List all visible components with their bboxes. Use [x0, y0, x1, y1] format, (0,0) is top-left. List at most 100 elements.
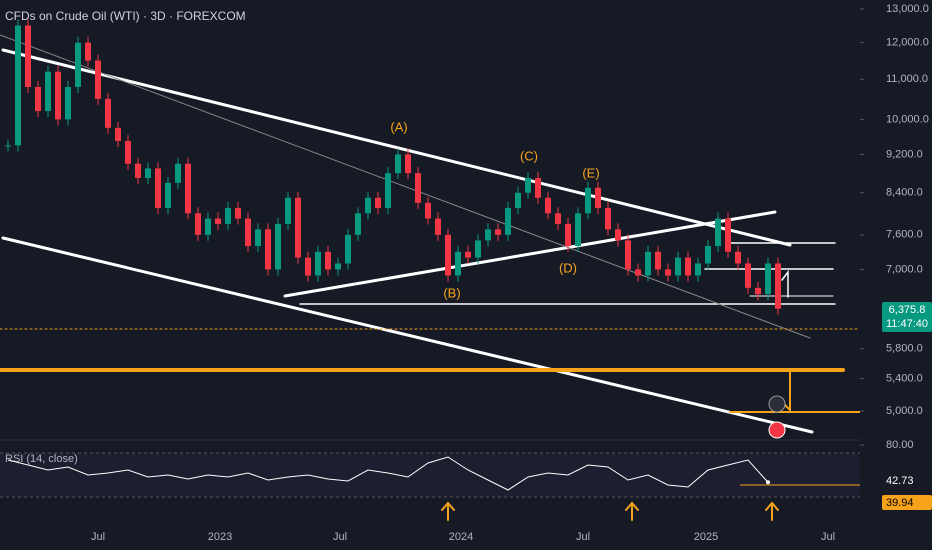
candle [585, 187, 591, 214]
rsi-band [0, 453, 860, 497]
candle [85, 42, 91, 61]
midline [0, 34, 811, 339]
candle [275, 223, 281, 270]
candle [465, 251, 471, 258]
candle [205, 218, 211, 235]
arrow [781, 269, 789, 298]
candle [655, 251, 661, 270]
candle [325, 251, 331, 270]
trendline [1, 236, 814, 434]
rsi-tick: 80.00 [886, 439, 914, 451]
candle [625, 240, 631, 270]
candle [525, 177, 531, 193]
time-label: Jul [821, 531, 835, 543]
candle [145, 168, 151, 178]
candle [165, 182, 171, 209]
price-tick-label: 7,000.0 [886, 263, 923, 275]
arrow [625, 501, 639, 521]
candle [425, 202, 431, 219]
rsi-title: RSI (14, close) [5, 453, 78, 465]
arrow [441, 501, 455, 521]
candle [695, 263, 701, 276]
candle [645, 251, 651, 276]
rsi-line [7, 456, 769, 491]
price-tick-label: 12,000.0 [886, 37, 929, 49]
candle [435, 218, 441, 235]
time-label: Jul [576, 531, 590, 543]
candle [225, 208, 231, 224]
countdown: 11:47:40 [886, 318, 928, 330]
price-tick-label: 8,400.0 [886, 187, 923, 199]
candle [725, 218, 731, 252]
candle [295, 197, 301, 258]
candle [475, 240, 481, 258]
event-icon[interactable] [768, 421, 786, 439]
candle [385, 173, 391, 209]
candle [735, 251, 741, 264]
candle [315, 251, 321, 276]
rsi-current: 42.73 [886, 475, 914, 487]
symbol-title: CFDs on Crude Oil (WTI) · 3D · FOREXCOM [5, 9, 246, 23]
candle [135, 163, 141, 178]
candle [25, 25, 31, 88]
candle [105, 98, 111, 128]
candle [705, 246, 711, 264]
last-price-badge [882, 302, 932, 332]
candle [15, 25, 21, 146]
candle [495, 229, 501, 235]
candle [345, 234, 351, 264]
candle [335, 263, 341, 270]
price-tick-label: 5,000.0 [886, 405, 923, 417]
rsi-badge [882, 473, 932, 488]
price-tick-label: 9,200.0 [886, 148, 923, 160]
time-label: 2023 [208, 531, 232, 543]
arrow [783, 371, 791, 413]
price-axis [860, 0, 932, 550]
wave-label: (E) [582, 165, 599, 180]
candle [765, 263, 771, 295]
time-label: Jul [91, 531, 105, 543]
candle [575, 213, 581, 247]
candle [515, 192, 521, 209]
candle [155, 168, 161, 209]
candle [5, 145, 11, 147]
candle [265, 229, 271, 270]
candles [5, 19, 781, 315]
candle [715, 218, 721, 247]
candle [125, 140, 131, 164]
candle [235, 208, 241, 219]
candle [115, 127, 121, 141]
rsi-ma-badge [882, 495, 932, 510]
candle [545, 197, 551, 214]
candle [635, 269, 641, 276]
candle [285, 197, 291, 224]
candle [255, 229, 261, 247]
candle [485, 229, 491, 241]
candle [665, 269, 671, 276]
candle [745, 263, 751, 288]
wave-label: (D) [559, 260, 577, 275]
candle [45, 71, 51, 112]
arrow [765, 501, 779, 521]
price-tick-label: 5,400.0 [886, 373, 923, 385]
candle [605, 208, 611, 230]
candle [35, 87, 41, 112]
candle [415, 173, 421, 203]
candle [245, 218, 251, 247]
candle [535, 177, 541, 198]
candle [565, 223, 571, 247]
candle [215, 218, 221, 224]
candle [775, 263, 781, 309]
event-icon[interactable] [768, 395, 786, 413]
price-tick-label: 13,000.0 [886, 3, 929, 15]
candle [675, 257, 681, 276]
candle [445, 234, 451, 276]
candle [685, 257, 691, 276]
candle [95, 60, 101, 99]
candle [595, 187, 601, 209]
candle [755, 287, 761, 295]
candle [175, 163, 181, 183]
price-tick-label: 5,800.0 [886, 342, 923, 354]
candle [555, 213, 561, 224]
